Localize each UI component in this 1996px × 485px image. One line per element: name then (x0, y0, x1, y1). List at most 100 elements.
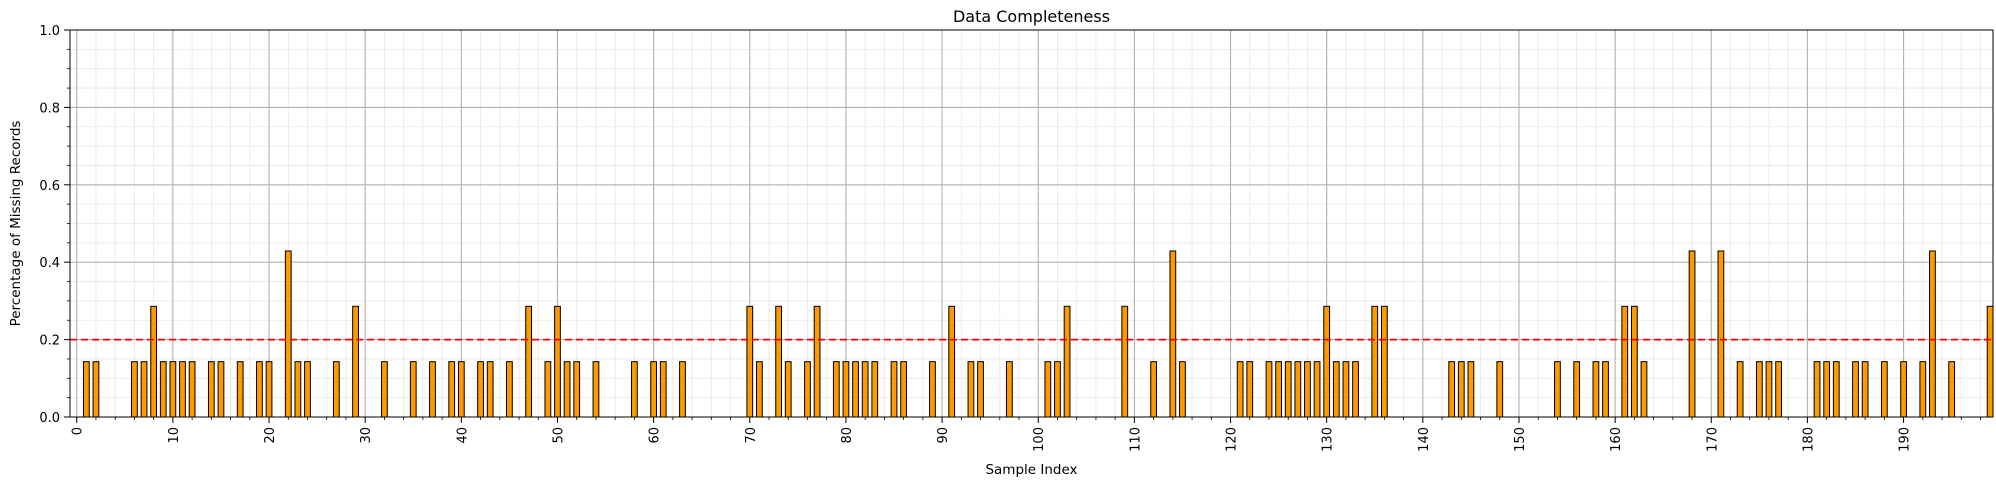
bar (284, 250, 292, 418)
x-tick-label: 150 (1513, 427, 1528, 452)
x-tick-label: 120 (1225, 427, 1240, 452)
bar (207, 361, 215, 418)
x-tick-labels: 0 10 20 30 40 50 60 70 80 90 100 110 120 130 140 150 160… (71, 427, 1913, 452)
bar (592, 361, 600, 418)
bar (1169, 250, 1177, 418)
x-tick-label: 90 (936, 427, 951, 444)
bar (486, 361, 494, 418)
bar (1275, 361, 1282, 418)
bar (448, 361, 456, 418)
bar (82, 361, 90, 418)
bar (265, 361, 273, 418)
x-tick-label: 50 (551, 427, 566, 444)
bar (1554, 361, 1561, 418)
bar (775, 305, 783, 418)
bar (1236, 361, 1244, 418)
y-tick-label: 0.6 (39, 179, 60, 194)
bar (1323, 305, 1331, 418)
bar (525, 305, 533, 418)
bar (304, 361, 311, 418)
bar (1861, 361, 1869, 418)
bar (1900, 361, 1907, 418)
bar (1054, 361, 1061, 418)
bar (852, 361, 859, 418)
bar (1332, 361, 1340, 418)
bar (1496, 361, 1504, 418)
bar (1717, 250, 1725, 418)
bar (140, 361, 148, 418)
bar (813, 305, 821, 418)
bar (573, 361, 581, 418)
bar (1265, 361, 1273, 418)
bar (1736, 361, 1744, 418)
bar (1573, 361, 1581, 418)
x-tick-label: 140 (1417, 427, 1432, 452)
bar (1006, 361, 1013, 418)
bar (1448, 361, 1456, 418)
x-tick-label: 130 (1321, 427, 1336, 452)
bar (159, 361, 167, 418)
bar (332, 361, 340, 418)
bar (1063, 305, 1071, 418)
bar (1342, 361, 1350, 418)
bar (1688, 250, 1696, 418)
bar (1121, 305, 1129, 418)
bar (1304, 361, 1311, 418)
x-tick-label: 70 (744, 427, 759, 444)
bar (1929, 250, 1936, 418)
y-axis-label: Percentage of Missing Records (8, 121, 24, 327)
bar (217, 361, 225, 418)
bar (631, 361, 638, 418)
x-tick-label: 190 (1898, 427, 1913, 452)
bar (890, 361, 898, 418)
bar (756, 361, 763, 418)
bar (352, 305, 359, 418)
bar (1150, 361, 1157, 418)
bar (131, 361, 138, 418)
x-tick-label: 60 (648, 427, 663, 444)
bar (1457, 361, 1465, 418)
bar (1919, 361, 1927, 418)
bar (1179, 361, 1186, 418)
bar (1592, 361, 1600, 418)
bar (977, 361, 984, 418)
x-axis-label: Sample Index (985, 462, 1077, 478)
x-tick-label: 100 (1032, 427, 1047, 452)
bar (948, 305, 956, 418)
bar (1284, 361, 1292, 418)
y-tick-label: 0.2 (39, 334, 60, 349)
x-tick-label: 0 (71, 427, 86, 435)
x-tick-label: 30 (359, 427, 374, 444)
bar (169, 361, 177, 418)
bar (1640, 361, 1648, 418)
y-tick-label: 1.0 (39, 24, 60, 39)
bar (1313, 361, 1321, 418)
bar (1852, 361, 1859, 418)
bar (1755, 361, 1763, 418)
bar (409, 361, 417, 418)
chart-title: Data Completeness (953, 7, 1110, 26)
bar (236, 361, 244, 418)
bar (1621, 305, 1629, 418)
bar (1371, 305, 1379, 418)
bar (842, 361, 850, 418)
y-tick-labels: 0.0 0.2 0.4 0.6 0.8 1.0 (39, 24, 60, 426)
bar (832, 361, 840, 418)
bar (1765, 361, 1773, 418)
y-tick-label: 0.0 (39, 411, 60, 426)
bar (150, 305, 158, 418)
bar (554, 305, 561, 418)
bar (1948, 361, 1956, 418)
bar (1467, 361, 1475, 418)
bar (92, 361, 100, 418)
minor-grid (70, 30, 1993, 417)
bar (1630, 305, 1638, 418)
bar (900, 361, 908, 418)
bar (381, 361, 388, 418)
bar-series (82, 250, 1994, 418)
bar (256, 361, 263, 418)
x-tick-label: 110 (1128, 427, 1143, 452)
bar (746, 305, 754, 418)
bar (429, 361, 436, 418)
bar (1986, 305, 1994, 418)
